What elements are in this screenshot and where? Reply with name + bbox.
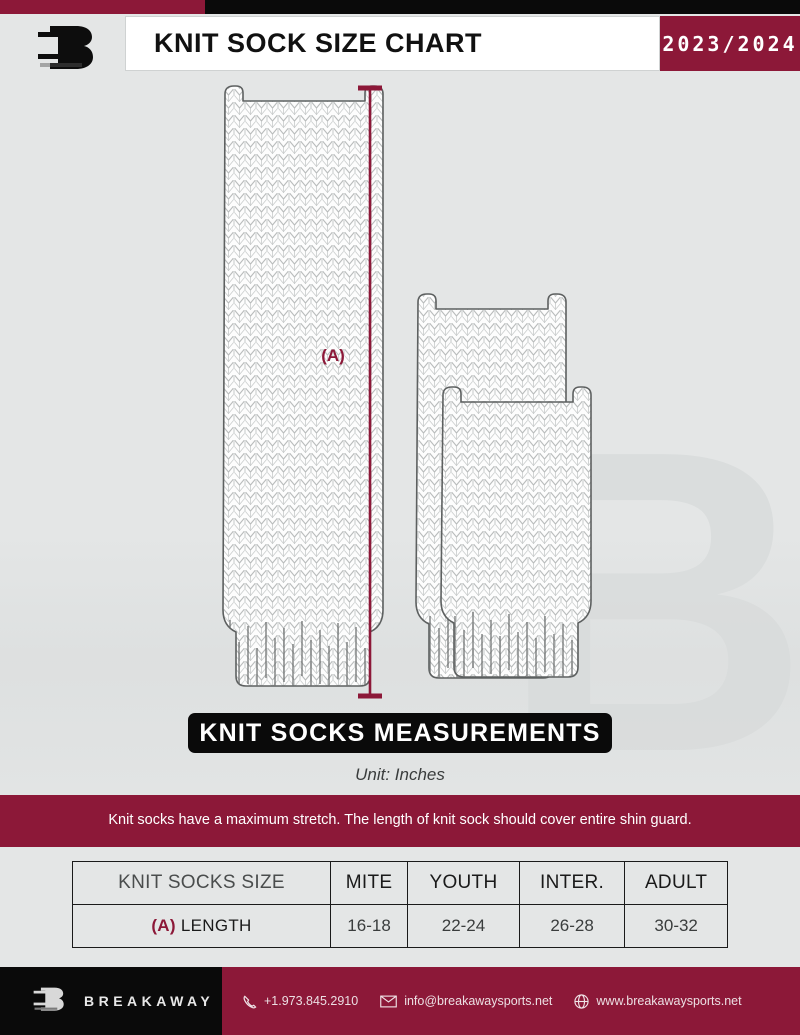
phone-icon xyxy=(242,994,257,1009)
unit-label: Unit: Inches xyxy=(355,765,445,784)
note-band: Knit socks have a maximum stretch. The l… xyxy=(0,795,800,847)
footer-website[interactable]: www.breakawaysports.net xyxy=(574,993,742,1009)
measurements-banner: KNIT SOCKS MEASUREMENTS xyxy=(188,713,612,753)
page-footer: BREAKAWAY +1.973.845.2910 info@breakaway… xyxy=(0,967,800,1035)
season-year-badge: 2023/2024 xyxy=(660,16,800,71)
cell-mite: 16-18 xyxy=(329,904,409,948)
sock-illustration: (A) xyxy=(0,76,800,706)
table-header-inter: INTER. xyxy=(518,861,626,905)
footer-brand-name: BREAKAWAY xyxy=(84,993,215,1009)
adult-sock-shape xyxy=(222,85,384,687)
size-table-wrap: KNIT SOCKS SIZE MITE YOUTH INTER. ADULT … xyxy=(72,861,728,948)
footer-contact-panel: +1.973.845.2910 info@breakawaysports.net… xyxy=(222,967,800,1035)
footer-phone-text: +1.973.845.2910 xyxy=(264,994,359,1008)
table-row: (A) LENGTH 16-18 22-24 26-28 30-32 xyxy=(72,904,728,948)
page-title: KNIT SOCK SIZE CHART xyxy=(154,28,483,58)
footer-email-text: info@breakawaysports.net xyxy=(404,994,553,1008)
top-accent-strip xyxy=(0,0,800,14)
table-header-mite: MITE xyxy=(329,861,409,905)
measurements-banner-text: KNIT SOCKS MEASUREMENTS xyxy=(199,718,601,747)
breakaway-b-logo-icon xyxy=(30,983,70,1019)
row-label-text: LENGTH xyxy=(180,916,252,935)
footer-brand-panel: BREAKAWAY xyxy=(0,967,222,1035)
size-table: KNIT SOCKS SIZE MITE YOUTH INTER. ADULT … xyxy=(72,861,728,948)
cell-adult: 30-32 xyxy=(624,904,728,948)
footer-email[interactable]: info@breakawaysports.net xyxy=(380,994,552,1008)
globe-icon xyxy=(574,993,590,1009)
season-year-text: 2023/2024 xyxy=(662,31,798,56)
table-header-row: KNIT SOCKS SIZE MITE YOUTH INTER. ADULT xyxy=(72,861,728,905)
page-header: KNIT SOCK SIZE CHART 2023/2024 xyxy=(0,14,800,76)
cell-youth: 22-24 xyxy=(407,904,520,948)
breakaway-b-logo-icon xyxy=(30,18,110,76)
top-strip-black xyxy=(205,0,800,14)
table-header-size: KNIT SOCKS SIZE xyxy=(72,861,331,905)
youth-sock-shape xyxy=(440,386,592,678)
row-label-length: (A) LENGTH xyxy=(72,904,331,948)
footer-phone[interactable]: +1.973.845.2910 xyxy=(242,994,358,1009)
footer-website-text: www.breakawaysports.net xyxy=(596,994,742,1008)
measurement-line-a xyxy=(358,85,382,699)
cell-inter: 26-28 xyxy=(518,904,626,948)
envelope-icon xyxy=(380,995,398,1008)
row-ref-a: (A) xyxy=(151,916,176,935)
title-banner: KNIT SOCK SIZE CHART xyxy=(125,16,660,71)
table-header-adult: ADULT xyxy=(624,861,728,905)
top-strip-maroon xyxy=(0,0,205,14)
table-header-youth: YOUTH xyxy=(407,861,520,905)
measure-label-a: (A) xyxy=(321,346,345,365)
